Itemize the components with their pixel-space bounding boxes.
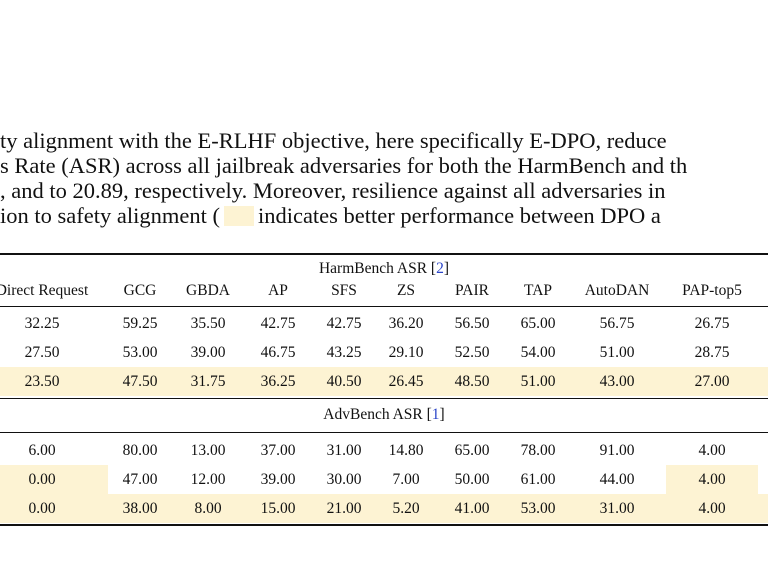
table-cell: 15.00 <box>260 500 296 517</box>
table-cell: 31.00 <box>326 442 362 459</box>
table-cell: 5.20 <box>392 500 420 517</box>
table-cell: 27.50 <box>24 344 60 361</box>
table-cell: 31.00 <box>599 500 635 517</box>
table-cell: 21.00 <box>326 500 362 517</box>
table-row: 0.00 38.00 8.00 15.00 21.00 5.20 41.00 53.00 31.… <box>0 494 768 523</box>
harmbench-title: HarmBench ASR [2] <box>318 260 450 277</box>
table-cell: 23.50 <box>24 373 60 390</box>
table-cell: 29.10 <box>388 344 424 361</box>
table-caption: ty alignment with the E-RLHF objective, … <box>0 128 768 228</box>
table-cell: 28.75 <box>694 344 730 361</box>
harmbench-bottom-rule <box>0 398 768 399</box>
column-header: AP <box>268 282 288 299</box>
table-cell: 4.00 <box>698 442 726 459</box>
table-cell: 53.00 <box>122 344 158 361</box>
table-cell: 46.75 <box>260 344 296 361</box>
table-cell: 53.00 <box>520 500 556 517</box>
table-cell: 13.00 <box>190 442 226 459</box>
bottom-rule <box>0 524 768 526</box>
table-cell: 48.50 <box>454 373 490 390</box>
table-cell: 42.75 <box>326 315 362 332</box>
column-header: ZS <box>396 282 416 299</box>
table-row: 27.50 53.00 39.00 46.75 43.25 29.10 52.50 54.00… <box>0 338 768 367</box>
column-header-row: Direct Request GCG GBDA AP SFS ZS PAIR TAP AutoD… <box>0 276 768 305</box>
table-cell: 36.20 <box>388 315 424 332</box>
table-cell: 26.45 <box>388 373 424 390</box>
table-cell: 61.00 <box>520 471 556 488</box>
caption-line-4: ion to safety alignment ( indicates bette… <box>0 203 768 228</box>
table-cell: 40.50 <box>326 373 362 390</box>
table-cell: 78.00 <box>520 442 556 459</box>
table-cell: 42.75 <box>260 315 296 332</box>
column-header: GBDA <box>186 282 230 299</box>
table-cell: 37.00 <box>260 442 296 459</box>
table-cell: 65.00 <box>454 442 490 459</box>
table-cell: 51.00 <box>520 373 556 390</box>
table-cell: 32.25 <box>24 315 60 332</box>
table-cell: 4.00 <box>698 500 726 517</box>
table-cell: 41.00 <box>454 500 490 517</box>
table-cell: 65.00 <box>520 315 556 332</box>
table-cell: 47.50 <box>122 373 158 390</box>
column-header: TAP <box>523 282 553 299</box>
table-cell: 7.00 <box>392 471 420 488</box>
top-rule <box>0 253 768 255</box>
table-cell: 12.00 <box>190 471 226 488</box>
caption-line-4-start: ion to safety alignment ( <box>0 203 220 228</box>
table-row: 0.00 47.00 12.00 39.00 30.00 7.00 50.00 61.00 44… <box>0 465 768 494</box>
table-cell: 0.00 <box>0 465 108 494</box>
advbench-citation-link[interactable]: 1 <box>431 406 440 423</box>
harmbench-citation-link[interactable]: 2 <box>436 260 444 277</box>
caption-line-3: , and to 20.89, respectively. Moreover, … <box>0 178 666 203</box>
table-cell: 52.50 <box>454 344 490 361</box>
table-cell: 54.00 <box>520 344 556 361</box>
column-header: Direct Request <box>0 282 89 299</box>
caption-line-1: ty alignment with the E-RLHF objective, … <box>0 128 667 153</box>
table-cell: 0.00 <box>28 500 56 517</box>
table-cell: 56.75 <box>599 315 635 332</box>
table-cell: 36.25 <box>260 373 296 390</box>
table-cell: 50.00 <box>454 471 490 488</box>
highlight-swatch <box>223 206 254 226</box>
table-cell: 91.00 <box>599 442 635 459</box>
table-cell: 80.00 <box>122 442 158 459</box>
header-rule <box>0 306 768 307</box>
table-cell: 35.50 <box>190 315 226 332</box>
caption-line-2: s Rate (ASR) across all jailbreak advers… <box>0 153 688 178</box>
table-cell: 8.00 <box>194 500 222 517</box>
table-cell: 14.80 <box>388 442 424 459</box>
table-row: 6.00 80.00 13.00 37.00 31.00 14.80 65.00 78.00 9… <box>0 436 768 465</box>
column-header: SFS <box>331 282 357 299</box>
table-cell: 27.00 <box>694 373 730 390</box>
table-cell: 59.25 <box>122 315 158 332</box>
table-cell: 4.00 <box>666 465 758 494</box>
table-cell: 43.00 <box>599 373 635 390</box>
column-header: AutoDAN <box>584 282 650 299</box>
table-cell: 47.00 <box>122 471 158 488</box>
table-cell: 38.00 <box>122 500 158 517</box>
advbench-top-rule <box>0 432 768 433</box>
table-cell: 26.75 <box>694 315 730 332</box>
column-header: GCG <box>123 282 157 299</box>
column-header: PAP-top5 <box>682 282 742 299</box>
table-cell: 6.00 <box>28 442 56 459</box>
table-cell: 51.00 <box>599 344 635 361</box>
table-cell: 44.00 <box>599 471 635 488</box>
table-row: 32.25 59.25 35.50 42.75 42.75 36.20 56.50 65.00… <box>0 309 768 338</box>
table-cell: 56.50 <box>454 315 490 332</box>
table-row: 23.50 47.50 31.75 36.25 40.50 26.45 48.50 51.00… <box>0 367 768 396</box>
caption-line-4-end: indicates better performance between DPO… <box>257 203 661 228</box>
column-header: PAIR <box>455 282 489 299</box>
table-cell: 43.25 <box>326 344 362 361</box>
table-cell: 39.00 <box>260 471 296 488</box>
table-cell: 31.75 <box>190 373 226 390</box>
advbench-title: AdvBench ASR [1] <box>323 406 445 423</box>
table-cell: 30.00 <box>326 471 362 488</box>
table-cell: 39.00 <box>190 344 226 361</box>
